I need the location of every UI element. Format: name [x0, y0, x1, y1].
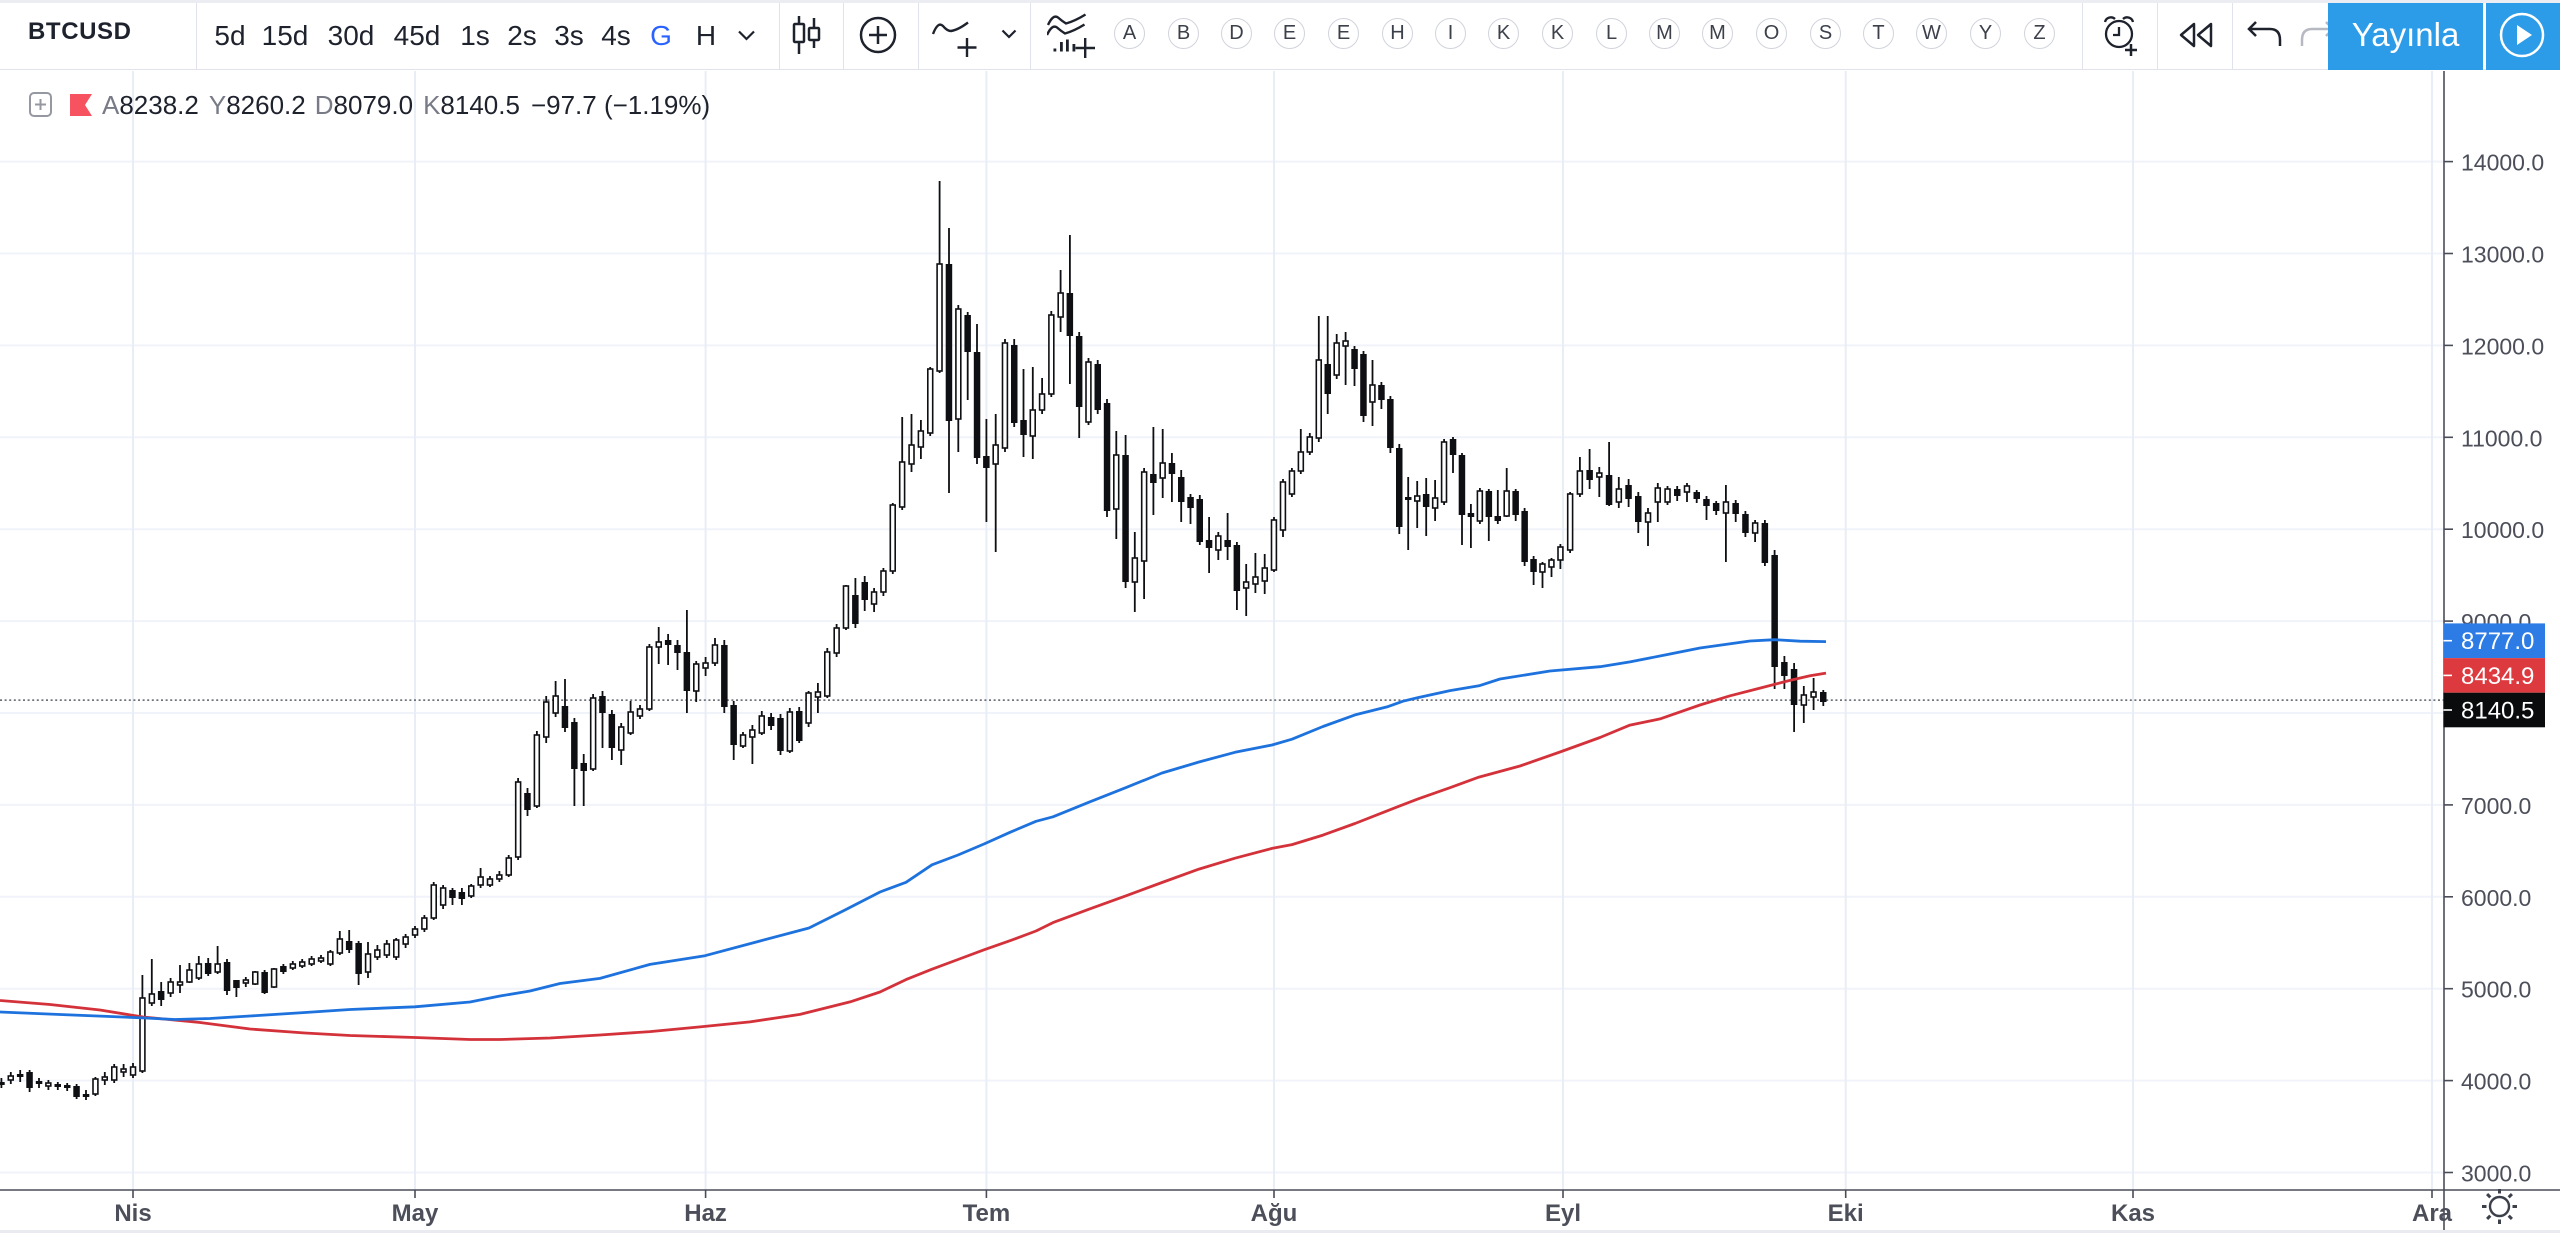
- svg-text:May: May: [392, 1200, 439, 1227]
- svg-text:7000.0: 7000.0: [2461, 793, 2531, 819]
- svg-text:Kas: Kas: [2111, 1200, 2155, 1227]
- svg-text:Ağu: Ağu: [1251, 1200, 1298, 1227]
- svg-text:6000.0: 6000.0: [2461, 885, 2531, 911]
- svg-text:Eki: Eki: [1828, 1200, 1864, 1227]
- svg-text:10000.0: 10000.0: [2461, 517, 2544, 543]
- svg-text:8777.0: 8777.0: [2461, 628, 2534, 655]
- svg-text:Eyl: Eyl: [1545, 1200, 1581, 1227]
- svg-text:Ara: Ara: [2412, 1200, 2453, 1227]
- svg-text:13000.0: 13000.0: [2461, 242, 2544, 268]
- svg-text:5000.0: 5000.0: [2461, 977, 2531, 1003]
- svg-text:Tem: Tem: [963, 1200, 1011, 1227]
- svg-text:8434.9: 8434.9: [2461, 663, 2534, 690]
- svg-text:12000.0: 12000.0: [2461, 333, 2544, 359]
- svg-text:Haz: Haz: [684, 1200, 727, 1227]
- svg-text:8140.5: 8140.5: [2461, 698, 2534, 725]
- svg-text:14000.0: 14000.0: [2461, 150, 2544, 176]
- svg-text:4000.0: 4000.0: [2461, 1069, 2531, 1095]
- svg-text:Nis: Nis: [114, 1200, 151, 1227]
- svg-text:3000.0: 3000.0: [2461, 1161, 2531, 1187]
- svg-text:11000.0: 11000.0: [2461, 425, 2542, 451]
